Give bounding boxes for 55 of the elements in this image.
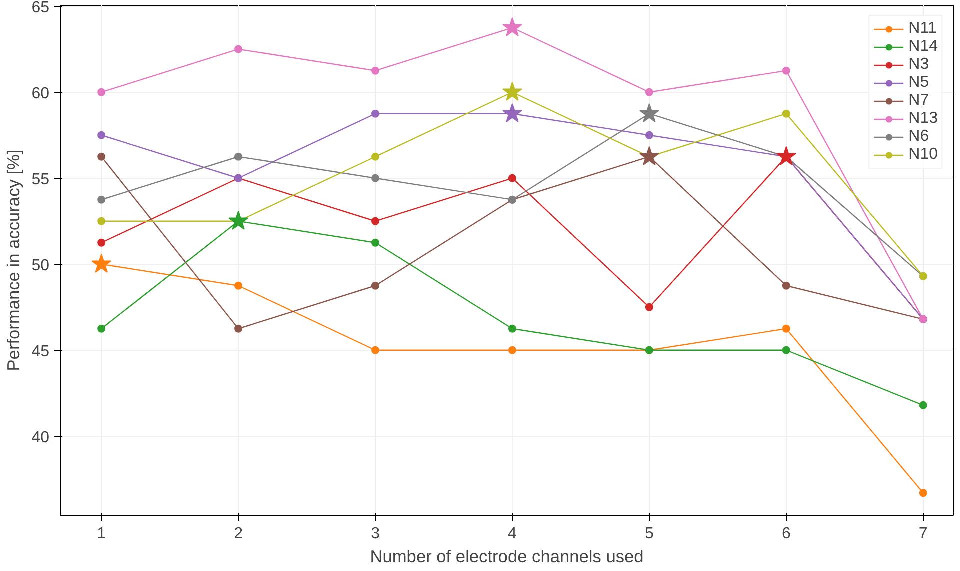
point [645,131,654,140]
legend-label: N10 [908,146,938,164]
x-tick-label: 4 [508,526,518,542]
point [782,66,790,75]
x-tick-label: 2 [234,526,244,542]
point [98,152,106,161]
y-axis-title: Performance in accuracy [%] [4,150,24,372]
legend-label: N13 [908,110,938,128]
point [508,346,516,354]
point [782,346,790,354]
legend-label: N14 [908,38,938,56]
point [234,152,243,161]
point [782,110,790,118]
point [98,324,106,333]
point [98,217,106,226]
x-tick-label: 1 [97,526,106,542]
y-tick-label: 65 [32,0,50,16]
y-tick-label: 40 [32,429,50,446]
point [372,217,380,226]
legend-label: N11 [908,20,937,38]
legend-label: N5 [908,74,930,92]
point [234,45,243,54]
point [372,110,380,118]
point [508,324,516,333]
point [234,324,243,333]
x-tick-label: 6 [782,526,791,542]
point [919,489,928,498]
y-tick-label: 50 [32,257,50,274]
point [234,282,243,290]
x-axis-title: Number of electrode channels used [370,546,644,566]
x-tick-label: 3 [371,526,380,542]
point [372,238,380,247]
point [98,131,106,140]
point [645,88,654,96]
legend-label: N6 [908,128,930,146]
point [645,303,654,312]
x-tick-label: 5 [644,526,654,542]
y-tick-label: 45 [32,343,50,360]
point [372,282,380,290]
point [372,66,380,75]
x-tick-label: 7 [918,526,928,542]
point [372,152,380,161]
point [782,282,790,290]
point [98,196,106,204]
point [372,346,380,354]
point [508,174,516,182]
y-tick-label: 60 [32,85,50,102]
point [782,324,790,333]
y-tick-label: 55 [32,171,50,188]
point [372,174,380,182]
point [919,401,928,410]
point [98,88,106,96]
point [98,238,106,247]
legend-label: N3 [908,56,930,74]
legend-label: N7 [908,92,930,110]
